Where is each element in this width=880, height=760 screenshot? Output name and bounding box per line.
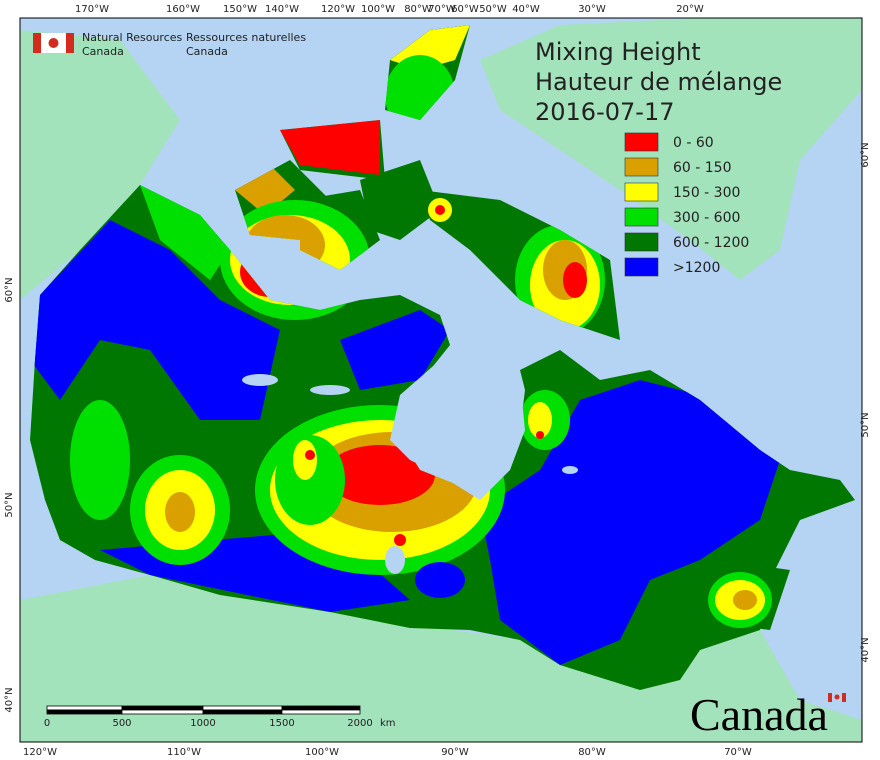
scale-label: 1000 (190, 718, 215, 729)
scale-segment (202, 709, 283, 715)
legend-swatch (624, 232, 659, 252)
lon-label: 50°W (479, 4, 507, 15)
field-region (340, 310, 450, 390)
field-cell (293, 440, 317, 480)
title: Hauteur de mélange (535, 68, 782, 96)
field-cell (563, 262, 587, 298)
title: Mixing Height (535, 38, 701, 66)
field-region (280, 120, 380, 175)
lat-label: 60°N (860, 142, 871, 167)
field-cell (305, 450, 315, 460)
usa (20, 575, 862, 742)
wordmark-flag (834, 694, 840, 700)
field-cell (325, 445, 435, 505)
org-fr: Ressources naturelles (186, 31, 306, 44)
scale-label: 500 (112, 718, 131, 729)
scale-segment (121, 705, 204, 711)
lon-label: 80°W (578, 747, 606, 758)
lake (310, 385, 350, 395)
lon-label: 70°W (428, 4, 456, 15)
legend-label: 300 - 600 (673, 210, 740, 226)
scale-label: 2000 (347, 718, 372, 729)
field-cell (275, 435, 345, 525)
lake (242, 374, 278, 386)
scale-segment (281, 709, 361, 715)
lon-label: 150°W (223, 4, 257, 15)
lake (385, 546, 405, 574)
lat-label: 60°N (4, 277, 15, 302)
hudson-bay (390, 355, 525, 500)
lon-label: 120°W (23, 747, 57, 758)
legend-label: 60 - 150 (673, 160, 732, 176)
org-en: Canada (82, 45, 124, 58)
flag (33, 33, 41, 53)
field-cell (528, 402, 552, 438)
field-cell (70, 400, 130, 520)
title: 2016-07-17 (535, 98, 674, 126)
field-cell (536, 431, 544, 439)
field-cell (415, 562, 465, 598)
alaska (20, 30, 180, 300)
frame (19, 17, 863, 743)
scale-segment (46, 705, 123, 711)
lon-label: 170°W (75, 4, 109, 15)
scale-segment (121, 709, 204, 715)
scale-segment (202, 705, 283, 711)
wordmark-flag (842, 693, 846, 702)
scale-segment (281, 705, 361, 711)
field-region (480, 380, 780, 665)
lon-label: 160°W (166, 4, 200, 15)
scale-label: 0 (44, 718, 50, 729)
wordmark-flag (828, 693, 832, 702)
flag (48, 38, 59, 48)
lat-label: 50°N (860, 412, 871, 437)
lon-label: 140°W (265, 4, 299, 15)
legend-swatch (624, 207, 659, 227)
greenland (480, 18, 862, 280)
lon-label: 70°W (724, 747, 752, 758)
lon-label: 20°W (676, 4, 704, 15)
flag (66, 33, 74, 53)
lat-label: 40°N (4, 687, 15, 712)
lon-label: 100°W (361, 4, 395, 15)
field-region (140, 185, 230, 280)
lon-label: 120°W (321, 4, 355, 15)
lon-label: 30°W (578, 4, 606, 15)
legend-swatch (624, 182, 659, 202)
field-region (30, 220, 280, 420)
lon-label: 60°W (451, 4, 479, 15)
legend-label: 150 - 300 (673, 185, 740, 201)
legend-swatch (624, 157, 659, 177)
lake (562, 466, 578, 474)
lon-label: 90°W (441, 747, 469, 758)
org-en: Natural Resources (82, 31, 183, 44)
wordmark: Canada (690, 689, 828, 740)
field-cell (435, 205, 445, 215)
legend-swatch (624, 132, 659, 152)
legend-label: 0 - 60 (673, 135, 714, 151)
legend-label: >1200 (673, 260, 720, 276)
org-fr: Canada (186, 45, 228, 58)
scale-label: 1500 (269, 718, 294, 729)
lat-label: 40°N (860, 637, 871, 662)
scale-segment (46, 709, 123, 715)
field-cell (733, 590, 757, 610)
scale-unit: km (380, 718, 396, 729)
field-cell (394, 534, 406, 546)
field-cell (165, 492, 195, 532)
lon-label: 80°W (404, 4, 432, 15)
lon-label: 40°W (512, 4, 540, 15)
lon-label: 100°W (305, 747, 339, 758)
legend-swatch (624, 257, 659, 277)
legend-label: 600 - 1200 (673, 235, 749, 251)
lat-label: 50°N (4, 492, 15, 517)
lon-label: 110°W (167, 747, 201, 758)
